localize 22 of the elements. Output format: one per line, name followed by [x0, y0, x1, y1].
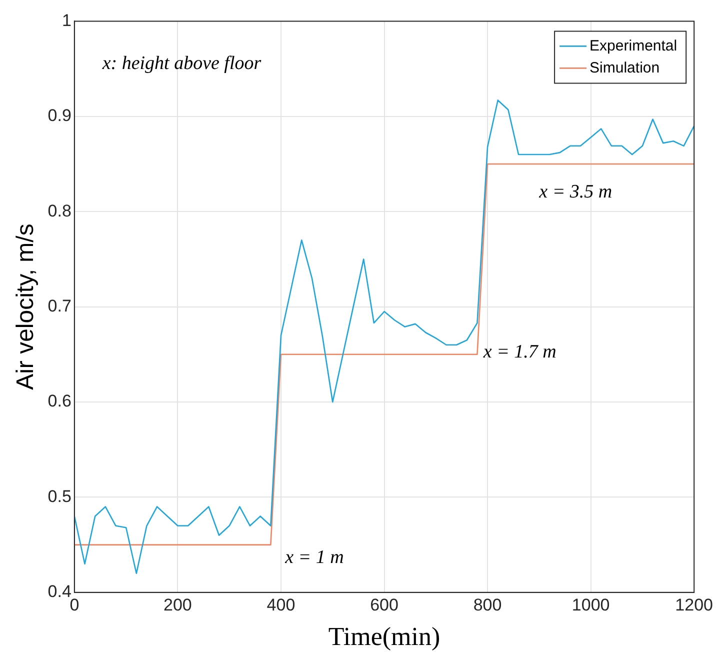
legend-label: Simulation	[590, 59, 660, 76]
y-tick-label: 1	[62, 10, 72, 30]
y-axis-title: Air velocity, m/s	[12, 224, 40, 390]
x-axis-title: Time(min)	[328, 622, 440, 652]
annotation: x = 3.5 m	[538, 182, 612, 203]
y-tick-label: 0.8	[48, 201, 72, 220]
x-tick-label: 1000	[572, 595, 610, 614]
annotation: x = 1.7 m	[482, 341, 556, 362]
x-tick-label: 600	[370, 595, 398, 614]
annotation: x = 1 m	[284, 547, 344, 568]
x-tick-label: 800	[473, 595, 502, 614]
y-tick-label: 0.4	[48, 582, 72, 602]
y-tick-label: 0.5	[48, 486, 72, 506]
x-tick-label: 1200	[675, 595, 714, 614]
y-tick-label: 0.6	[48, 392, 72, 411]
x-tick-label: 400	[266, 595, 296, 614]
annotation: x: height above floor	[101, 53, 262, 74]
x-tick-label: 0	[70, 595, 80, 614]
y-tick-label: 0.9	[48, 106, 72, 126]
x-tick-label: 200	[164, 595, 192, 614]
y-tick-label: 0.7	[48, 296, 72, 316]
legend-label: Experimental	[590, 37, 678, 54]
